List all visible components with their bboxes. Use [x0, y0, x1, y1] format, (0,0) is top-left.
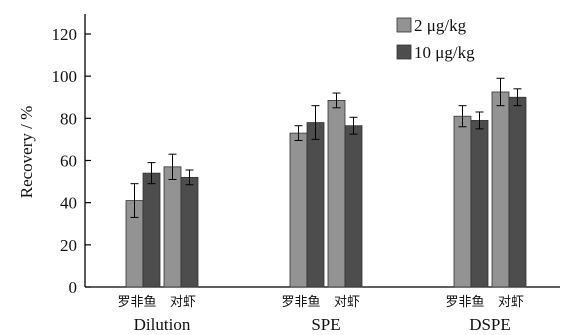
group-label: DSPE: [469, 315, 511, 334]
y-tick-label: 60: [60, 152, 77, 171]
subgroup-label: 对虾: [170, 295, 196, 310]
group-label: SPE: [311, 315, 340, 334]
subgroup-label: 对虾: [498, 295, 524, 310]
subgroup-label: 罗非鱼: [445, 294, 484, 310]
bar-spe-shrimp-s1: [344, 125, 363, 288]
y-axis-label: Recovery / %: [17, 106, 36, 199]
bar-dspe-shrimp-s0: [491, 91, 510, 288]
bar-dilution-shrimp-s1: [180, 176, 199, 288]
error-bars: [130, 77, 522, 218]
y-tick-label: 40: [60, 194, 77, 213]
bar-dspe-shrimp-s1: [508, 96, 527, 288]
bar-dilution-shrimp-s0: [163, 166, 182, 288]
y-tick-label: 120: [52, 25, 78, 44]
bar-dspe-tilapia-s0: [453, 115, 472, 288]
legend-label-0: 2 μg/kg: [414, 16, 467, 35]
bar-spe-shrimp-s0: [327, 100, 346, 288]
bar-spe-tilapia-s0: [289, 132, 308, 288]
legend-swatch-0: [396, 17, 412, 33]
bars: [125, 91, 527, 288]
subgroup-label: 对虾: [334, 295, 360, 310]
subgroup-label: 罗非鱼: [281, 294, 320, 310]
bar-dspe-tilapia-s1: [470, 120, 489, 288]
legend-label-1: 10 μg/kg: [414, 43, 475, 62]
legend-swatch-1: [396, 44, 412, 60]
bar-spe-tilapia-s1: [306, 122, 325, 288]
bar-dilution-tilapia-s1: [142, 172, 161, 288]
y-tick-label: 100: [52, 67, 78, 86]
subgroup-label: 罗非鱼: [117, 294, 156, 310]
y-tick-label: 20: [60, 236, 77, 255]
y-tick-label: 0: [69, 278, 78, 297]
y-tick-label: 80: [60, 109, 77, 128]
axes: 0 20 40 60 80 100 120: [52, 14, 560, 297]
legend: 2 μg/kg 10 μg/kg: [396, 16, 475, 62]
group-label: Dilution: [134, 315, 191, 334]
